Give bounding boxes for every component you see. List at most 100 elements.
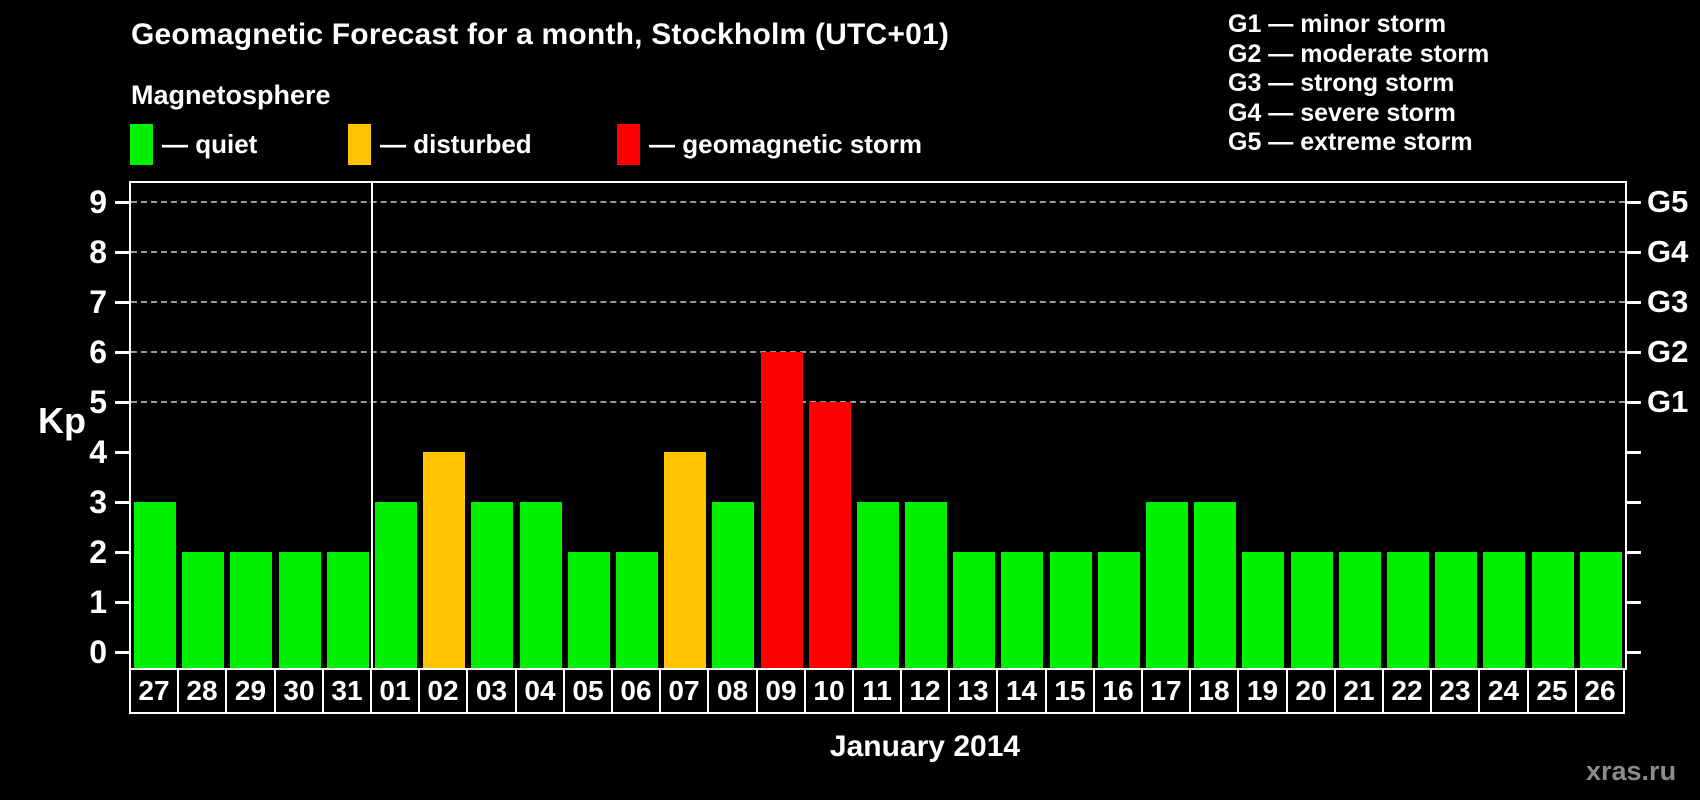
kp-bar bbox=[1532, 552, 1574, 668]
day-label-box: 20 bbox=[1286, 668, 1336, 714]
watermark: xras.ru bbox=[1586, 756, 1677, 786]
kp-bar bbox=[1098, 552, 1140, 668]
month-separator-line bbox=[371, 183, 373, 668]
day-label-box: 26 bbox=[1575, 668, 1625, 714]
g-scale-legend-line: G1 — minor storm bbox=[1228, 10, 1447, 38]
storm-swatch-icon bbox=[617, 123, 640, 165]
y-tick-label: 1 bbox=[89, 584, 107, 620]
day-label-box: 14 bbox=[996, 668, 1047, 714]
g-scale-legend-line: G5 — extreme storm bbox=[1228, 128, 1473, 156]
day-label-box: 21 bbox=[1334, 668, 1384, 714]
chart-subtitle: Magnetosphere bbox=[131, 80, 331, 110]
y-axis-tick-left bbox=[115, 651, 129, 654]
day-label-box: 05 bbox=[563, 668, 613, 714]
kp-bar bbox=[953, 552, 995, 668]
kp-bar bbox=[279, 552, 321, 668]
day-label-box: 29 bbox=[225, 668, 276, 714]
kp-bar bbox=[1146, 502, 1188, 668]
legend-item-quiet: — quiet bbox=[130, 123, 257, 165]
day-label-box: 30 bbox=[274, 668, 324, 714]
day-label-box: 10 bbox=[804, 668, 854, 714]
day-label-box: 08 bbox=[707, 668, 758, 714]
g-scale-legend-line: G3 — strong storm bbox=[1228, 69, 1455, 97]
kp-bar bbox=[134, 502, 176, 668]
y-axis-tick-right bbox=[1627, 301, 1641, 304]
y-tick-label: 5 bbox=[89, 384, 107, 420]
y-axis-tick-left bbox=[115, 501, 129, 504]
y-axis-tick-right bbox=[1627, 501, 1641, 504]
legend-label: — disturbed bbox=[380, 128, 532, 159]
kp-bar bbox=[616, 552, 658, 668]
y-tick-label: 2 bbox=[89, 534, 107, 570]
kp-bar bbox=[1242, 552, 1284, 668]
g-level-label: G5 bbox=[1647, 184, 1689, 219]
g-level-label: G2 bbox=[1647, 334, 1689, 369]
g-scale-legend-line: G2 — moderate storm bbox=[1228, 39, 1490, 68]
y-axis-tick-right bbox=[1627, 601, 1641, 604]
day-label-box: 03 bbox=[466, 668, 517, 714]
day-label-box: 01 bbox=[370, 668, 420, 714]
gridline-kp6 bbox=[131, 351, 1625, 353]
kp-bar bbox=[182, 552, 224, 668]
legend-label: — quiet bbox=[162, 128, 258, 159]
day-label-box: 15 bbox=[1045, 668, 1095, 714]
kp-bar bbox=[423, 452, 465, 668]
y-tick-label: 8 bbox=[89, 234, 107, 270]
y-axis-tick-left bbox=[115, 401, 129, 404]
day-label-box: 19 bbox=[1237, 668, 1288, 714]
y-axis-tick-right bbox=[1627, 251, 1641, 254]
kp-bar bbox=[1580, 552, 1622, 668]
y-axis-title: Kp bbox=[38, 400, 86, 441]
day-label-box: 11 bbox=[852, 668, 902, 714]
day-label-box: 27 bbox=[129, 668, 179, 714]
x-axis-title: January 2014 bbox=[829, 730, 1021, 763]
y-axis-tick-left bbox=[115, 601, 129, 604]
day-label-box: 17 bbox=[1141, 668, 1191, 714]
legend-label: — geomagnetic storm bbox=[649, 128, 923, 159]
day-label-box: 25 bbox=[1527, 668, 1577, 714]
y-axis-tick-left bbox=[115, 451, 129, 454]
y-axis-tick-left bbox=[115, 551, 129, 554]
day-label-box: 23 bbox=[1430, 668, 1480, 714]
kp-bar bbox=[1435, 552, 1477, 668]
y-tick-label: 4 bbox=[89, 434, 107, 470]
kp-bar bbox=[520, 502, 562, 668]
kp-bar bbox=[471, 502, 513, 668]
y-axis-tick-right bbox=[1627, 451, 1641, 454]
y-axis-tick-right bbox=[1627, 201, 1641, 204]
legend-item-disturbed: — disturbed bbox=[348, 123, 532, 165]
kp-bar bbox=[761, 352, 803, 668]
kp-bar bbox=[327, 552, 369, 668]
kp-bar bbox=[1291, 552, 1333, 668]
day-label-box: 18 bbox=[1189, 668, 1239, 714]
kp-bar bbox=[857, 502, 899, 668]
kp-bar bbox=[568, 552, 610, 668]
day-label-box: 31 bbox=[322, 668, 372, 714]
day-label-box: 16 bbox=[1093, 668, 1143, 714]
day-label-box: 02 bbox=[418, 668, 468, 714]
y-axis-tick-right bbox=[1627, 651, 1641, 654]
day-label-box: 09 bbox=[756, 668, 806, 714]
gridline-kp8 bbox=[131, 251, 1625, 253]
kp-bar bbox=[664, 452, 706, 668]
day-label-box: 24 bbox=[1478, 668, 1529, 714]
g-level-label: G4 bbox=[1647, 234, 1689, 269]
y-tick-label: 0 bbox=[89, 634, 107, 670]
day-label-box: 07 bbox=[659, 668, 709, 714]
y-axis-tick-left bbox=[115, 251, 129, 254]
y-axis-tick-right bbox=[1627, 551, 1641, 554]
g-level-label: G1 bbox=[1647, 384, 1689, 419]
kp-bar bbox=[1387, 552, 1429, 668]
kp-bar bbox=[905, 502, 947, 668]
y-tick-label: 3 bbox=[89, 484, 107, 520]
kp-bar bbox=[1050, 552, 1092, 668]
gridline-kp7 bbox=[131, 301, 1625, 303]
y-tick-label: 6 bbox=[89, 334, 107, 370]
gridline-kp9 bbox=[131, 201, 1625, 203]
quiet-swatch-icon bbox=[130, 123, 153, 165]
day-label-box: 28 bbox=[177, 668, 227, 714]
y-tick-label: 9 bbox=[89, 184, 107, 220]
g-scale-legend: G1 — minor storm G2 — moderate storm G3 — … bbox=[1228, 10, 1489, 158]
day-label-box: 04 bbox=[515, 668, 565, 714]
